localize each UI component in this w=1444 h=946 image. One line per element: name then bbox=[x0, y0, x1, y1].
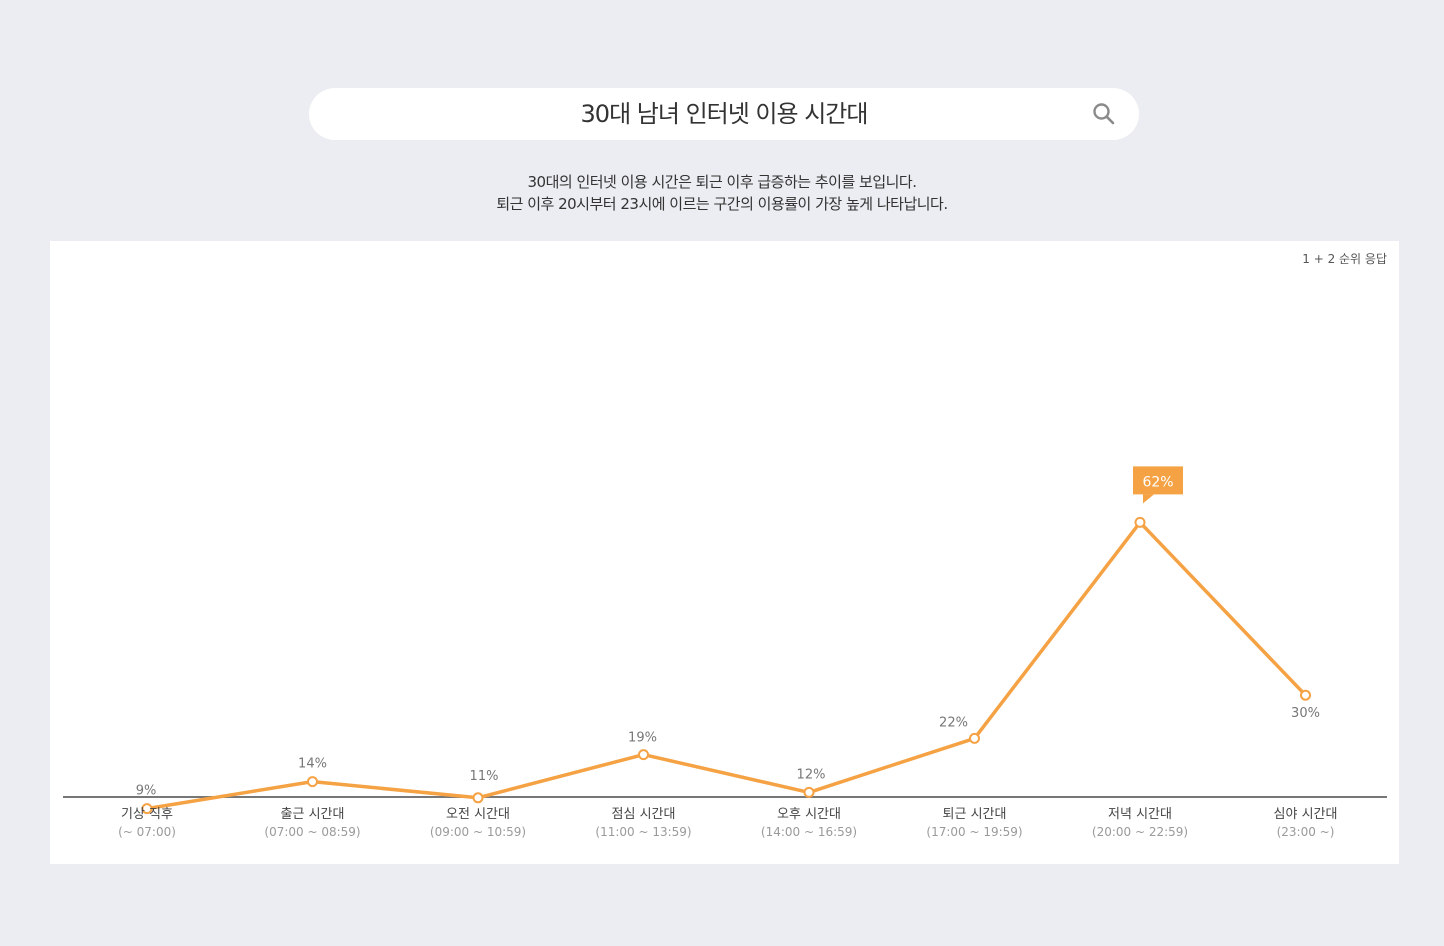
x-tick-label: 출근 시간대 bbox=[281, 807, 345, 822]
x-tick-sublabel: (07:00 ~ 08:59) bbox=[264, 825, 360, 839]
line-chart: 1 + 2 순위 응답 9% 14% 11% 19% 12% 22% 62% 30% 기상 직… bbox=[63, 252, 1387, 839]
description-line-2: 퇴근 이후 20시부터 23시에 이르는 구간의 이용률이 가장 높게 나타납니… bbox=[496, 195, 948, 213]
data-label: 30% bbox=[1291, 706, 1320, 721]
data-point bbox=[1300, 689, 1311, 701]
data-point bbox=[803, 786, 815, 798]
x-tick-label: 기상 직후 bbox=[121, 807, 173, 822]
x-tick-label: 오전 시간대 bbox=[446, 807, 510, 822]
x-tick-label: 점심 시간대 bbox=[612, 807, 676, 822]
x-tick-label: 오후 시간대 bbox=[777, 807, 841, 822]
data-label: 62% bbox=[1142, 474, 1173, 490]
data-label: 9% bbox=[136, 784, 157, 799]
description-line-1: 30대의 인터넷 이용 시간은 퇴근 이후 급증하는 추이를 보입니다. bbox=[527, 173, 917, 191]
x-tick-sublabel: (23:00 ~) bbox=[1277, 825, 1335, 839]
x-tick-sublabel: (09:00 ~ 10:59) bbox=[430, 825, 526, 839]
data-point bbox=[472, 792, 484, 804]
x-tick-label: 심야 시간대 bbox=[1274, 807, 1338, 822]
series-layer bbox=[141, 516, 1311, 815]
x-tick-sublabel: (20:00 ~ 22:59) bbox=[1092, 825, 1188, 839]
x-tick-sublabel: (17:00 ~ 19:59) bbox=[926, 825, 1022, 839]
data-label: 22% bbox=[939, 715, 968, 730]
data-point bbox=[307, 776, 318, 788]
x-tick-sublabel: (14:00 ~ 16:59) bbox=[761, 825, 857, 839]
data-label: 11% bbox=[470, 769, 499, 784]
x-tick-sublabel: (~ 07:00) bbox=[118, 825, 176, 839]
data-point bbox=[969, 732, 980, 744]
data-label: 12% bbox=[797, 767, 826, 782]
highlight-callout-pointer bbox=[1143, 494, 1154, 504]
search-icon[interactable] bbox=[1091, 101, 1117, 127]
x-tick-label: 퇴근 시간대 bbox=[943, 807, 1007, 822]
data-point bbox=[638, 749, 649, 761]
label-layer: 9% 14% 11% 19% 12% 22% 62% 30% bbox=[136, 466, 1320, 799]
data-label: 19% bbox=[628, 731, 657, 746]
x-tick-sublabel: (11:00 ~ 13:59) bbox=[595, 825, 691, 839]
chart-description: 30대의 인터넷 이용 시간은 퇴근 이후 급증하는 추이를 보입니다. 퇴근 … bbox=[0, 171, 1444, 215]
highlight-callout bbox=[1133, 466, 1183, 495]
data-point bbox=[1134, 516, 1146, 528]
search-bar[interactable]: 30대 남녀 인터넷 이용 시간대 bbox=[309, 88, 1139, 140]
data-label: 14% bbox=[298, 757, 327, 772]
series-line bbox=[146, 520, 1307, 811]
x-tick-label: 저녁 시간대 bbox=[1108, 807, 1172, 822]
data-point bbox=[141, 803, 153, 815]
page-title: 30대 남녀 인터넷 이용 시간대 bbox=[580, 100, 869, 128]
response-note: 1 + 2 순위 응답 bbox=[1302, 252, 1387, 266]
x-tick-layer: 기상 직후 (~ 07:00) 출근 시간대 (07:00 ~ 08:59) 오전 시간… bbox=[118, 807, 1337, 839]
chart-panel: 1 + 2 순위 응답 9% 14% 11% 19% 12% 22% 62% 30% 기상 직… bbox=[50, 241, 1399, 864]
